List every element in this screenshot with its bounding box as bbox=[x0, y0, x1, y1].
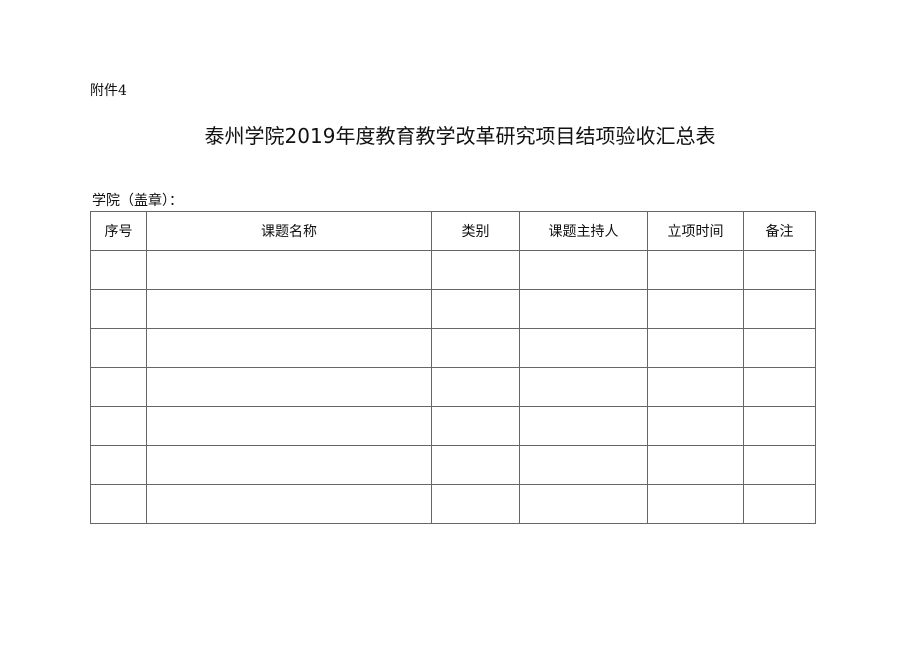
table-cell[interactable] bbox=[743, 328, 816, 368]
table-cell[interactable] bbox=[519, 367, 648, 407]
table-cell[interactable] bbox=[146, 328, 432, 368]
table-cell[interactable] bbox=[743, 289, 816, 329]
table-cell[interactable] bbox=[431, 328, 520, 368]
table-cell[interactable] bbox=[431, 445, 520, 485]
table-row bbox=[90, 328, 816, 368]
table-header-row: 序号 课题名称 类别 课题主持人 立项时间 备注 bbox=[90, 211, 816, 251]
table-cell[interactable] bbox=[647, 328, 744, 368]
table-cell[interactable] bbox=[519, 328, 648, 368]
table-row bbox=[90, 367, 816, 407]
table-cell[interactable] bbox=[431, 367, 520, 407]
table-cell[interactable] bbox=[743, 445, 816, 485]
table-cell[interactable] bbox=[90, 250, 147, 290]
table-cell[interactable] bbox=[519, 445, 648, 485]
table-row bbox=[90, 484, 816, 524]
table-cell[interactable] bbox=[647, 406, 744, 446]
table-cell[interactable] bbox=[519, 484, 648, 524]
table-cell[interactable] bbox=[90, 289, 147, 329]
college-seal-label: 学院（盖章）： bbox=[92, 193, 183, 209]
page-title: 泰州学院2019年度教育教学改革研究项目结项验收汇总表 bbox=[204, 124, 716, 148]
summary-table: 序号 课题名称 类别 课题主持人 立项时间 备注 bbox=[90, 211, 816, 524]
table-cell[interactable] bbox=[647, 445, 744, 485]
table-cell[interactable] bbox=[90, 484, 147, 524]
table-cell[interactable] bbox=[743, 367, 816, 407]
table-cell[interactable] bbox=[519, 406, 648, 446]
table-cell[interactable] bbox=[431, 406, 520, 446]
table-row bbox=[90, 289, 816, 329]
table-cell[interactable] bbox=[519, 289, 648, 329]
table-cell[interactable] bbox=[743, 484, 816, 524]
table-cell[interactable] bbox=[90, 406, 147, 446]
table-row bbox=[90, 406, 816, 446]
column-header: 序号 bbox=[90, 211, 147, 251]
table-cell[interactable] bbox=[90, 367, 147, 407]
table-cell[interactable] bbox=[146, 250, 432, 290]
column-header: 备注 bbox=[743, 211, 816, 251]
table-cell[interactable] bbox=[743, 250, 816, 290]
table-cell[interactable] bbox=[146, 367, 432, 407]
table-row bbox=[90, 445, 816, 485]
table-cell[interactable] bbox=[146, 445, 432, 485]
column-header: 课题主持人 bbox=[519, 211, 648, 251]
table-cell[interactable] bbox=[90, 328, 147, 368]
table-cell[interactable] bbox=[647, 289, 744, 329]
attachment-label: 附件4 bbox=[90, 83, 127, 99]
table-cell[interactable] bbox=[647, 250, 744, 290]
table-cell[interactable] bbox=[146, 406, 432, 446]
table-cell[interactable] bbox=[519, 250, 648, 290]
table-row bbox=[90, 250, 816, 290]
table-cell[interactable] bbox=[431, 250, 520, 290]
table-cell[interactable] bbox=[90, 445, 147, 485]
table-cell[interactable] bbox=[647, 484, 744, 524]
table-cell[interactable] bbox=[431, 289, 520, 329]
column-header: 类别 bbox=[431, 211, 520, 251]
column-header: 课题名称 bbox=[146, 211, 432, 251]
table-cell[interactable] bbox=[431, 484, 520, 524]
table-cell[interactable] bbox=[743, 406, 816, 446]
table-cell[interactable] bbox=[146, 484, 432, 524]
table-cell[interactable] bbox=[146, 289, 432, 329]
column-header: 立项时间 bbox=[647, 211, 744, 251]
table-cell[interactable] bbox=[647, 367, 744, 407]
